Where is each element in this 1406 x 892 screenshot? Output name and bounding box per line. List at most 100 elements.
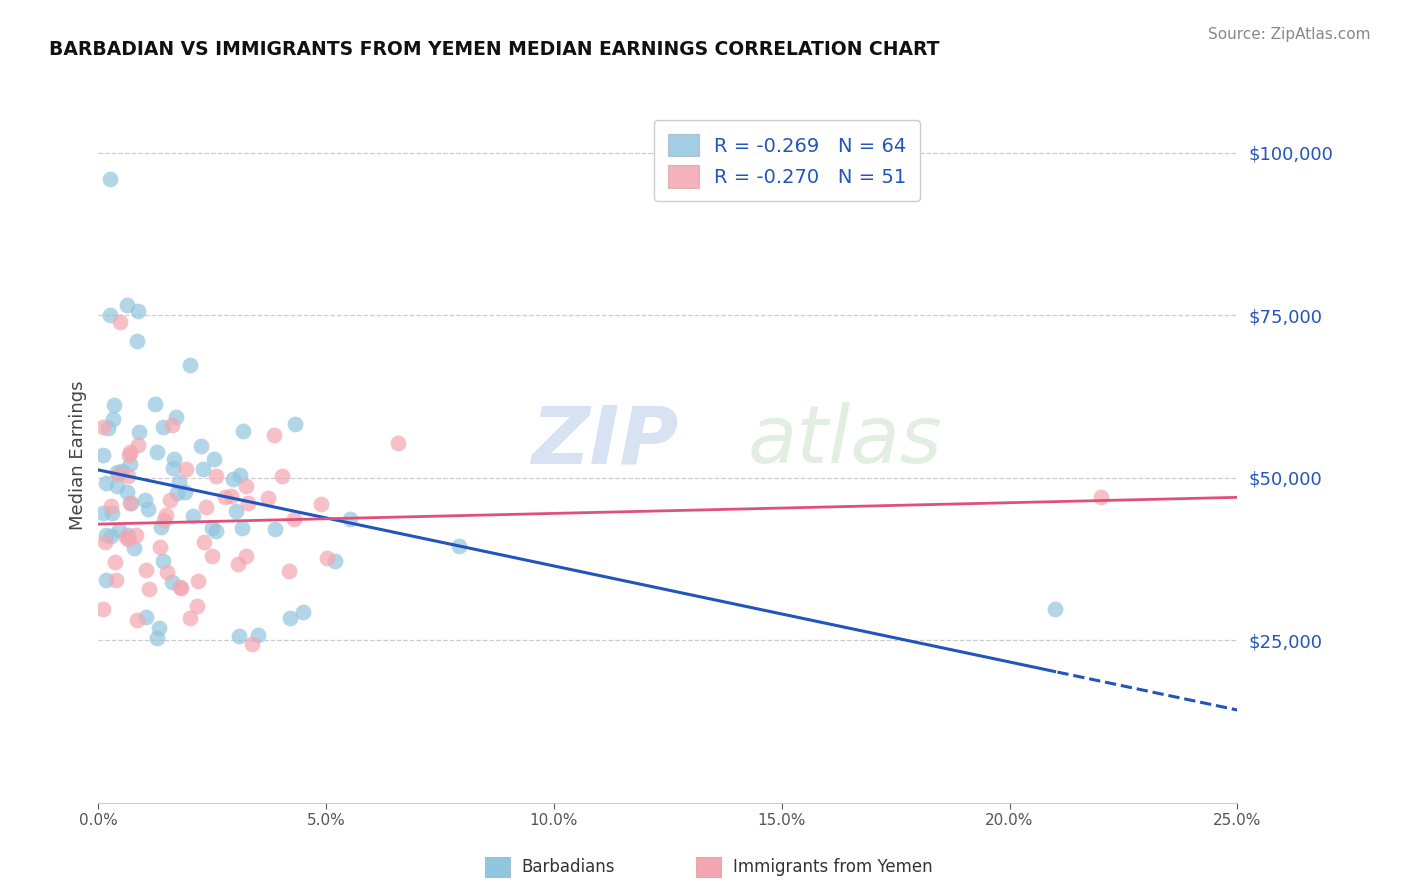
Point [193,461,215,475]
Point [292,605,315,619]
Point [104,555,127,569]
Point [225,504,247,518]
Point [181,508,204,523]
Point [94,535,117,549]
Point [202,451,225,466]
Point [235,549,257,563]
Point [201,521,224,535]
Point [125,334,148,348]
Point [117,532,139,546]
Point [117,469,139,483]
Point [246,627,269,641]
Point [152,554,174,568]
Point [156,565,179,579]
Point [105,465,128,479]
Point [316,551,339,566]
Point [127,438,149,452]
Point [169,580,191,594]
Y-axis label: Median Earnings: Median Earnings [69,380,87,530]
Point [107,467,129,481]
Point [120,444,142,458]
Text: Source: ZipAtlas.com: Source: ZipAtlas.com [1208,27,1371,42]
Point [155,508,177,523]
Point [163,452,186,467]
Point [165,409,187,424]
Point [1043,601,1066,615]
Point [160,574,183,589]
Point [148,621,170,635]
Point [228,628,250,642]
Point [122,541,145,556]
Point [115,484,138,499]
Point [118,448,141,462]
Point [135,609,157,624]
Point [146,631,169,645]
Point [219,489,242,503]
Point [108,523,131,537]
Point [114,529,136,543]
Point [128,425,150,440]
Point [98,308,121,322]
Point [193,534,215,549]
Point [101,506,124,520]
Point [447,539,470,553]
Point [91,420,114,434]
Point [152,420,174,434]
Point [339,511,361,525]
Point [264,522,287,536]
Legend: R = -0.269   N = 64, R = -0.270   N = 51: R = -0.269 N = 64, R = -0.270 N = 51 [654,120,920,201]
Point [150,520,173,534]
Point [100,499,122,513]
Point [179,358,201,372]
Point [105,479,128,493]
Point [159,493,181,508]
Text: ZIP: ZIP [531,402,679,480]
Point [228,467,250,482]
Point [138,502,160,516]
Point [214,491,236,505]
Point [143,397,166,411]
Point [235,479,257,493]
Point [103,398,125,412]
Point [231,520,253,534]
Point [167,475,190,489]
Text: atlas: atlas [748,402,942,480]
Point [120,496,142,510]
Point [323,554,346,568]
Point [221,472,243,486]
Point [97,421,120,435]
Point [194,500,217,514]
Point [173,485,195,500]
Point [270,468,292,483]
Point [111,464,134,478]
Point [91,602,114,616]
Text: Barbadians: Barbadians [522,858,616,876]
Point [283,512,305,526]
Point [226,558,249,572]
Point [170,581,193,595]
Point [179,611,201,625]
Point [278,611,301,625]
Point [190,440,212,454]
Point [277,564,299,578]
Point [1090,490,1112,504]
Point [127,303,149,318]
Point [98,171,121,186]
Point [257,491,280,505]
Point [118,457,141,471]
Point [96,476,118,491]
Point [263,428,285,442]
Point [204,524,226,538]
Point [201,549,224,563]
Point [96,528,118,542]
Point [166,485,188,500]
Point [236,496,259,510]
Point [117,528,139,542]
Point [115,298,138,312]
Point [205,468,228,483]
Point [146,445,169,459]
Point [91,449,114,463]
Point [153,513,176,527]
Point [125,528,148,542]
Point [134,492,156,507]
